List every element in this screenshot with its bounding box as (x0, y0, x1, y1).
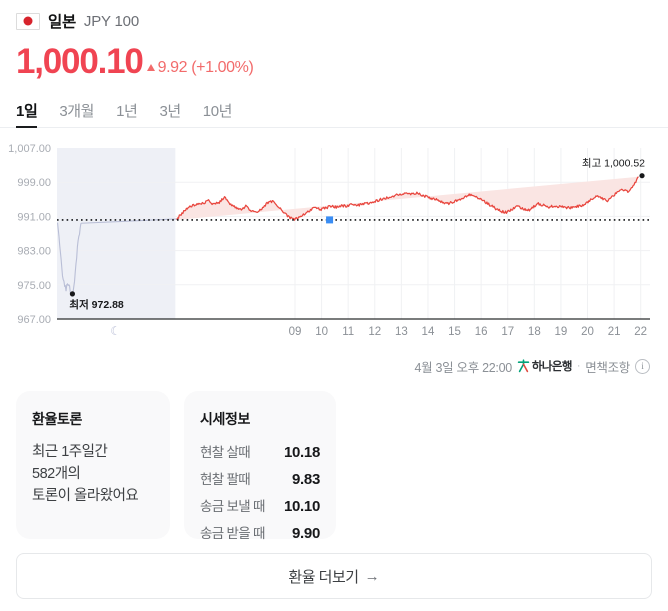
svg-text:975.00: 975.00 (17, 280, 51, 292)
svg-text:10: 10 (315, 326, 328, 338)
tab-3y[interactable]: 3년 (159, 103, 181, 120)
day-line (176, 176, 639, 221)
night-band (57, 148, 176, 319)
rate-label-remit-receive: 송금 받을 때 (200, 526, 265, 541)
instrument-name-row: 일본 JPY 100 (16, 8, 652, 34)
exchange-talk-card[interactable]: 환율토론 최근 1주일간 582개의 토론이 올라왔어요 (16, 391, 170, 539)
currency-code: JPY 100 (83, 12, 139, 30)
rate-row-cash-buy: 현찰 살때 10.18 (200, 441, 320, 461)
svg-text:999.00: 999.00 (17, 177, 51, 189)
talk-card-title: 환율토론 (32, 411, 82, 427)
chart-footer: 4월 3일 오후 22:00 하나은행 · 면책조항 i (0, 355, 668, 377)
day-area (176, 176, 639, 221)
svg-text:20: 20 (581, 326, 594, 338)
flag-disc (23, 16, 33, 26)
svg-text:18: 18 (528, 326, 541, 338)
rate-info-card: 시세정보 현찰 살때 10.18 현찰 팔때 9.83 송금 보낼 때 10.1… (184, 391, 336, 542)
arrow-right-icon: → (364, 567, 380, 585)
hana-bank-icon (517, 359, 530, 373)
talk-line-3: 토론이 올라왔어요 (32, 488, 139, 504)
night-line (56, 222, 82, 297)
svg-text:21: 21 (608, 326, 621, 338)
more-button-label: 환율 더보기 (288, 568, 359, 586)
rate-value-remit-send: 10.10 (283, 498, 320, 515)
svg-text:991.00: 991.00 (17, 211, 51, 223)
svg-text:11: 11 (342, 326, 354, 338)
talk-line-1: 최근 1주일간 (32, 444, 108, 460)
svg-text:14: 14 (422, 326, 435, 338)
svg-text:1,007.00: 1,007.00 (8, 143, 51, 155)
rate-value-remit-receive: 9.90 (292, 525, 320, 542)
provider-name: 하나은행 (531, 361, 573, 373)
info-circle-icon[interactable]: i (635, 358, 650, 374)
rate-label-cash-buy: 현찰 살때 (200, 445, 251, 460)
price-chart[interactable]: 1,007.00 999.00 991.00 983.00 975.00 967.00 ☾ 0… (0, 136, 668, 351)
rate-row-cash-sell: 현찰 팔때 9.83 (200, 468, 320, 488)
low-marker-label: 최저 972.88 (69, 298, 124, 311)
svg-text:☾: ☾ (110, 324, 121, 338)
tab-10y[interactable]: 10년 (202, 103, 233, 120)
svg-text:22: 22 (634, 326, 647, 338)
tab-1d[interactable]: 1일 (16, 100, 38, 128)
svg-text:17: 17 (501, 326, 514, 338)
period-tabs: 1일 3개월 1년 3년 10년 (0, 98, 668, 128)
rate-label-remit-send: 송금 보낼 때 (200, 499, 265, 514)
cursor-marker (326, 216, 334, 224)
price-change: 9.92 (+1.00%) (146, 58, 254, 77)
svg-text:13: 13 (395, 326, 408, 338)
quote-header: 일본 JPY 100 1,000.10 9.92 (+1.00%) (0, 0, 668, 82)
current-price: 1,000.10 (16, 42, 144, 81)
hana-bank-provider: 하나은행 (517, 358, 572, 374)
rate-row-remit-receive: 송금 받을 때 9.90 (200, 522, 320, 542)
rate-card-title: 시세정보 (200, 411, 250, 427)
low-marker-dot (69, 291, 76, 297)
svg-text:19: 19 (555, 326, 568, 338)
footer-separator: · (576, 360, 581, 372)
talk-line-2: 582개의 (32, 466, 81, 482)
high-marker-dot (639, 173, 645, 179)
tab-1y[interactable]: 1년 (116, 103, 138, 120)
svg-text:12: 12 (368, 326, 381, 338)
talk-card-body: 최근 1주일간 582개의 토론이 올라왔어요 (32, 441, 154, 507)
info-cards: 환율토론 최근 1주일간 582개의 토론이 올라왔어요 시세정보 현찰 살때 … (0, 391, 668, 542)
chart-timestamp: 4월 3일 오후 22:00 (414, 360, 512, 375)
rate-value-cash-buy: 10.18 (283, 444, 320, 461)
disclaimer-link[interactable]: 면책조항 (585, 360, 630, 375)
svg-text:15: 15 (448, 326, 461, 338)
tab-3m[interactable]: 3개월 (59, 103, 95, 120)
rate-row-remit-send: 송금 보낼 때 10.10 (200, 495, 320, 515)
rate-label-cash-sell: 현찰 팔때 (200, 472, 251, 487)
svg-text:16: 16 (475, 326, 488, 338)
price-change-text: 9.92 (+1.00%) (157, 58, 254, 76)
svg-text:967.00: 967.00 (17, 314, 51, 326)
chart-canvas[interactable]: 1,007.00 999.00 991.00 983.00 975.00 967.00 ☾ 0… (0, 136, 668, 351)
high-marker-label: 최고 1,000.52 (582, 158, 645, 170)
country-name: 일본 (48, 14, 76, 31)
rate-value-cash-sell: 9.83 (292, 471, 320, 488)
more-exchange-rates-button[interactable]: 환율 더보기 → (16, 553, 652, 599)
japan-flag-icon (16, 12, 40, 30)
price-row: 1,000.10 9.92 (+1.00%) (16, 42, 652, 82)
svg-text:09: 09 (289, 326, 302, 338)
triangle-up-icon (146, 64, 155, 71)
svg-text:983.00: 983.00 (17, 246, 51, 258)
